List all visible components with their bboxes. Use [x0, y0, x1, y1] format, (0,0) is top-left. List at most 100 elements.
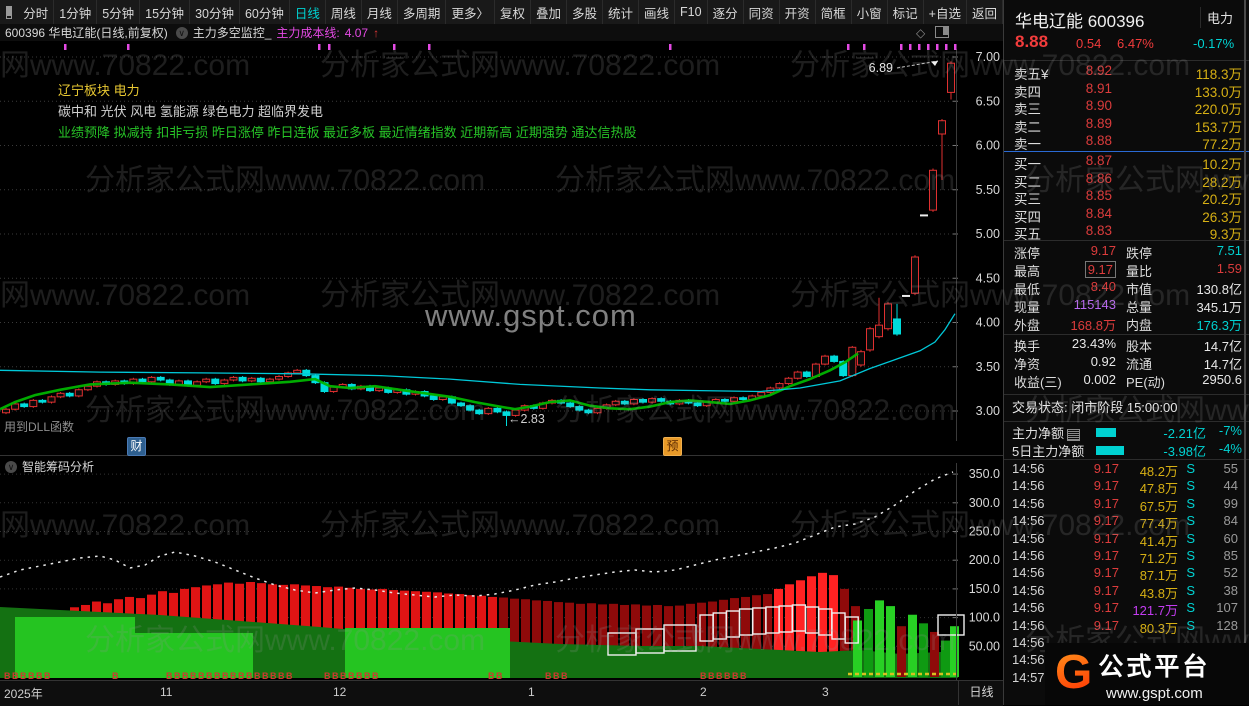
- forecast-badge[interactable]: 预: [663, 437, 682, 456]
- sell-row[interactable]: 卖四 8.91 133.0万: [1004, 81, 1249, 100]
- order-level-label: 买一: [1014, 157, 1041, 172]
- sector-label[interactable]: 电力: [1200, 7, 1239, 28]
- menu-item-小窗[interactable]: 小窗: [852, 0, 888, 24]
- tick-row: 14:56 9.17 71.2万 S 85: [1004, 548, 1249, 566]
- tick-count: 60: [1223, 530, 1238, 546]
- buy-row[interactable]: 买四 8.84 26.3万: [1004, 206, 1249, 225]
- menu-item-+自选[interactable]: +自选: [924, 0, 967, 24]
- menu-item-标记[interactable]: 标记: [888, 0, 924, 24]
- buy-row[interactable]: 买二 8.86 28.2万: [1004, 171, 1249, 190]
- menu-item-15分钟[interactable]: 15分钟: [140, 0, 191, 24]
- menu-item-更多〉[interactable]: 更多〉: [446, 0, 495, 24]
- tick-price: 9.17: [1093, 548, 1119, 563]
- stat-label: 流通: [1126, 357, 1153, 372]
- menu-item-60分钟[interactable]: 60分钟: [240, 0, 290, 24]
- menu-item-复权[interactable]: 复权: [495, 0, 531, 24]
- tick-volume: 47.8万: [1139, 481, 1178, 497]
- menu-item-日线[interactable]: 日线: [290, 0, 326, 24]
- tick-count: 99: [1223, 495, 1238, 511]
- list-icon[interactable]: [1067, 428, 1081, 441]
- menu-item-多股[interactable]: 多股: [567, 0, 603, 24]
- chips-axis-label: 350.0: [969, 467, 1000, 481]
- svg-text:B: B: [28, 671, 35, 680]
- menu-item-多周期[interactable]: 多周期: [398, 0, 447, 24]
- sell-row[interactable]: 卖三 8.90 220.0万: [1004, 98, 1249, 117]
- flow-bar-icon: [1096, 446, 1124, 455]
- chips-chart-canvas[interactable]: 350.0 300.0 250.0 200.0 150.0 100.0 50.00 B B B B B…: [0, 455, 1003, 681]
- buy-row[interactable]: 买一 8.87 10.2万: [1004, 153, 1249, 172]
- tick-row: 14:56 9.17 47.8万 S 44: [1004, 478, 1249, 497]
- date-axis-label: 1: [528, 685, 535, 699]
- stats-row: 涨停 9.17 跌停 7.51: [1004, 243, 1249, 261]
- svg-text:B: B: [348, 671, 355, 680]
- date-axis-label: 2: [700, 685, 707, 699]
- svg-text:B: B: [700, 671, 707, 680]
- menu-item-1分钟[interactable]: 1分钟: [54, 0, 98, 24]
- menu-item-分时[interactable]: 分时: [18, 0, 55, 24]
- menu-item-叠加[interactable]: 叠加: [531, 0, 567, 24]
- panel-scrollbar[interactable]: [1244, 0, 1246, 705]
- tick-time: 14:56: [1012, 600, 1045, 616]
- order-level-label: 买二: [1014, 174, 1041, 190]
- period-label[interactable]: 日线: [958, 680, 1004, 705]
- flow-pct: -4%: [1218, 441, 1242, 456]
- menu-item-同资[interactable]: 同资: [744, 0, 780, 24]
- diamond-icon[interactable]: ◇: [916, 26, 926, 40]
- menu-item-逐分[interactable]: 逐分: [708, 0, 744, 24]
- chips-collapse-icon[interactable]: ∨: [5, 460, 17, 473]
- tick-time: 14:56: [1012, 565, 1045, 581]
- order-volume: 153.7万: [1194, 119, 1242, 135]
- main-chart-canvas[interactable]: 7.00 6.50 6.00 5.50 5.00 4.50 4.00 3.50 3.00 6.89…: [0, 41, 1003, 456]
- menu-item-画线[interactable]: 画线: [639, 0, 676, 24]
- tick-count: 128: [1216, 617, 1238, 633]
- chips-axis-label: 150.0: [969, 582, 1000, 596]
- svg-text:B: B: [230, 671, 237, 680]
- indicator-name[interactable]: 主力多空监控_: [192, 26, 272, 40]
- tick-count: 55: [1223, 461, 1238, 476]
- menu-item-30分钟[interactable]: 30分钟: [190, 0, 240, 24]
- svg-text:B: B: [112, 671, 119, 680]
- svg-text:B: B: [206, 671, 213, 680]
- svg-text:B: B: [182, 671, 189, 680]
- tick-volume: 41.4万: [1139, 533, 1178, 549]
- menu-item-统计[interactable]: 统计: [603, 0, 640, 24]
- sell-row[interactable]: 卖二 8.89 153.7万: [1004, 116, 1249, 135]
- panel-layout-icon[interactable]: [935, 26, 950, 38]
- svg-text:B: B: [561, 671, 568, 680]
- sell-row[interactable]: 卖五¥ 8.92 118.3万: [1004, 63, 1249, 82]
- menu-item-返回[interactable]: 返回: [967, 0, 1003, 24]
- svg-text:B: B: [262, 671, 269, 680]
- finance-report-badge[interactable]: 财: [127, 437, 146, 456]
- tick-side: S: [1186, 582, 1195, 598]
- menu-item-开资[interactable]: 开资: [780, 0, 816, 24]
- tick-count: 107: [1216, 600, 1238, 616]
- chips-panel-title[interactable]: 智能筹码分析: [22, 460, 95, 474]
- gspt-logo-box[interactable]: G 公式平台 www.gspt.com: [1045, 643, 1249, 705]
- tick-row: 14:57: [1004, 670, 1249, 687]
- price-axis-label: 7.00: [976, 50, 1000, 64]
- menu-item-简框[interactable]: 简框: [816, 0, 852, 24]
- stats-row: 换手 23.43% 股本 14.7亿: [1004, 336, 1249, 354]
- svg-text:B: B: [254, 671, 261, 680]
- tick-time: 14:56: [1012, 495, 1045, 511]
- sell-row[interactable]: 卖一 8.88 77.2万: [1004, 133, 1249, 152]
- stat-value: 14.7亿: [1203, 339, 1242, 354]
- menu-item-5分钟[interactable]: 5分钟: [97, 0, 141, 24]
- menu-item-月线[interactable]: 月线: [362, 0, 398, 24]
- price-axis-label: 5.00: [976, 227, 1000, 241]
- menu-item-F10[interactable]: F10: [675, 0, 708, 24]
- menu-item-周线[interactable]: 周线: [326, 0, 362, 24]
- buy-row[interactable]: 买三 8.85 20.2万: [1004, 188, 1249, 207]
- stat-label: 净资: [1014, 357, 1041, 372]
- indicator-collapse-icon[interactable]: ∨: [175, 26, 188, 39]
- tick-side: S: [1186, 513, 1195, 529]
- quote-panel: 华电辽能 600396 电力 8.88 0.54 6.47% -0.17% 卖五…: [1003, 0, 1249, 705]
- window-split-icon[interactable]: [6, 5, 13, 19]
- order-level-label: 卖一: [1014, 137, 1041, 152]
- order-level-label: 卖二: [1014, 119, 1041, 135]
- tick-row: 14:56 9.17 80.3万 S 128: [1004, 617, 1249, 636]
- buy-row[interactable]: 买五 8.83 9.3万: [1004, 223, 1249, 242]
- chips-axis-label: 300.0: [969, 496, 1000, 510]
- gspt-logo-icon: G: [1055, 645, 1093, 699]
- stat-value: 115143: [1073, 297, 1116, 312]
